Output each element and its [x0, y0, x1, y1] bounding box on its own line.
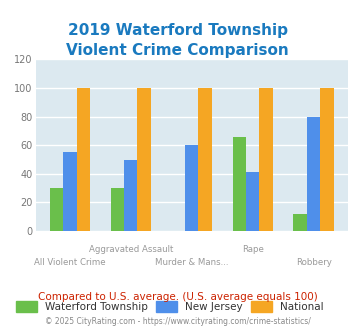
Text: Compared to U.S. average. (U.S. average equals 100): Compared to U.S. average. (U.S. average … [38, 292, 317, 302]
Bar [77, 88, 90, 231]
Bar [111, 188, 124, 231]
Text: All Violent Crime: All Violent Crime [34, 258, 106, 267]
Bar [137, 88, 151, 231]
Text: 2019 Waterford Township
Violent Crime Comparison: 2019 Waterford Township Violent Crime Co… [66, 23, 289, 58]
Bar [307, 116, 320, 231]
Bar [294, 214, 307, 231]
Bar [198, 88, 212, 231]
Text: Robbery: Robbery [296, 258, 332, 267]
Text: Aggravated Assault: Aggravated Assault [88, 245, 173, 254]
Bar [63, 152, 77, 231]
Bar [260, 88, 273, 231]
Bar [185, 145, 198, 231]
Bar [50, 188, 63, 231]
Bar [233, 137, 246, 231]
Bar [246, 172, 260, 231]
Text: © 2025 CityRating.com - https://www.cityrating.com/crime-statistics/: © 2025 CityRating.com - https://www.city… [45, 317, 310, 326]
Legend: Waterford Township, New Jersey, National: Waterford Township, New Jersey, National [16, 301, 324, 312]
Bar [124, 159, 137, 231]
Text: Murder & Mans...: Murder & Mans... [155, 258, 229, 267]
Bar [320, 88, 334, 231]
Text: Rape: Rape [242, 245, 263, 254]
